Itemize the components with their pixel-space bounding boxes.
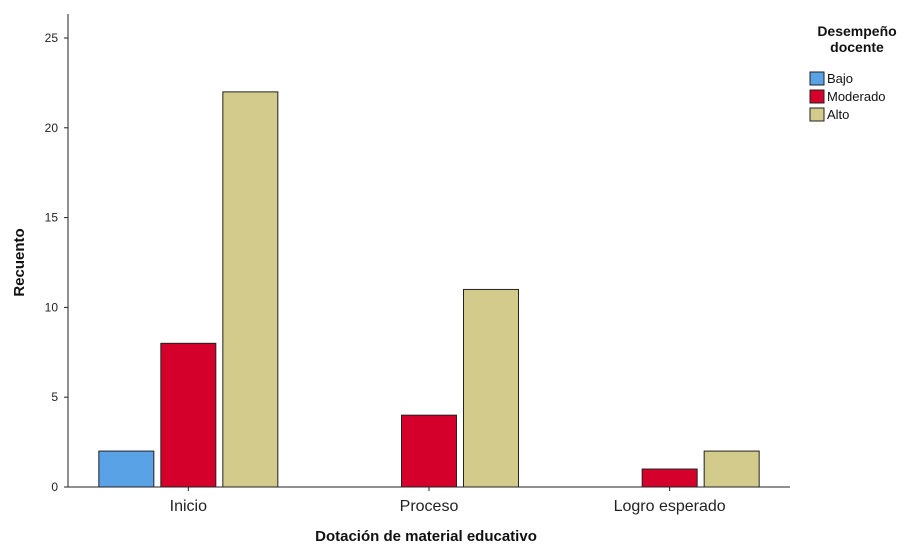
legend-swatch-moderado (809, 89, 825, 104)
legend-swatch-bajo (809, 71, 825, 86)
legend-title: Desempeño (817, 23, 896, 39)
x-tick-label: Proceso (400, 498, 459, 515)
y-tick-label: 20 (45, 121, 59, 135)
y-axis-title: Recuento (11, 228, 28, 296)
x-tick-label: Inicio (170, 498, 207, 515)
bar-alto-proceso (463, 288, 519, 488)
y-tick-label: 5 (51, 390, 58, 404)
y-tick-label: 10 (45, 300, 59, 314)
legend-swatch-alto (809, 107, 825, 122)
bar-alto-logro-esperado (703, 450, 760, 488)
y-tick-label: 0 (51, 480, 58, 494)
bar-moderado-proceso (401, 414, 457, 488)
x-axis-title: Dotación de material educativo (315, 528, 537, 545)
x-tick-label: Logro esperado (614, 498, 726, 515)
legend-label-moderado: Moderado (827, 89, 886, 104)
legend-label-bajo: Bajo (827, 71, 853, 86)
axes: 0 5 10 15 20 25 Inicio Proceso Logro esperado (45, 14, 790, 515)
legend-title: docente (830, 39, 884, 55)
legend-label-alto: Alto (827, 107, 849, 122)
y-tick-label: 25 (45, 31, 59, 45)
bar-alto-inicio (222, 91, 279, 488)
bar-moderado-logro-esperado (641, 468, 698, 488)
bars (98, 91, 760, 488)
bar-moderado-inicio (160, 342, 217, 488)
bar-bajo-inicio (98, 450, 155, 488)
y-tick-label: 15 (45, 211, 59, 225)
